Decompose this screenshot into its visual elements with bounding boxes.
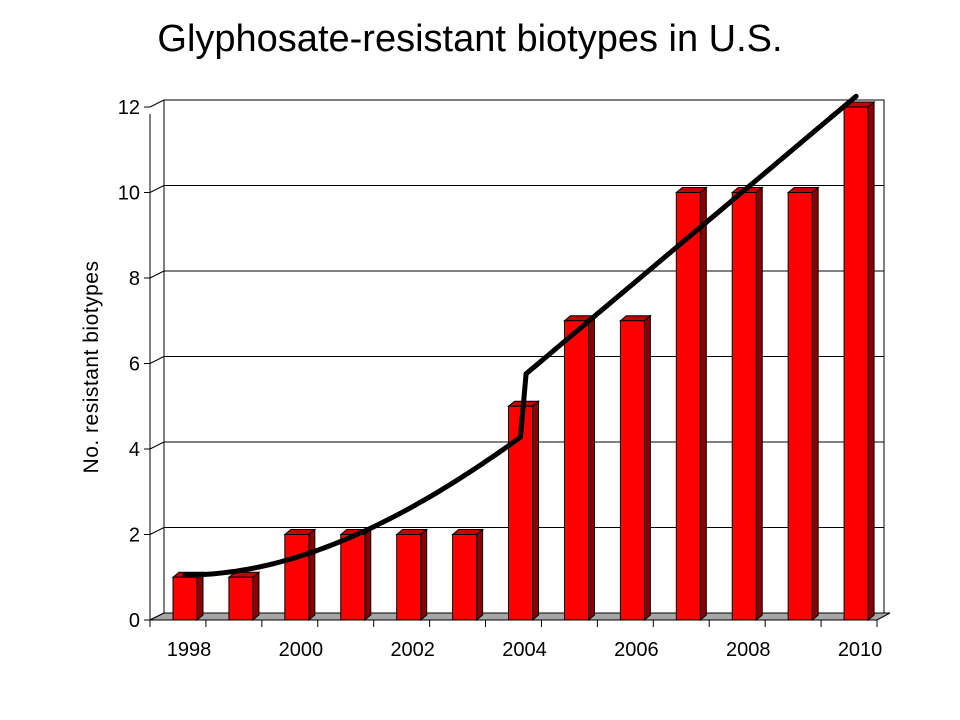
bar-2010 — [842, 100, 876, 622]
bar-front — [843, 106, 869, 621]
bar-side — [867, 100, 875, 622]
bar-side — [364, 528, 372, 622]
gridline-diagonal — [149, 527, 165, 535]
bar-side — [308, 528, 316, 622]
bar-side — [420, 528, 428, 622]
gridline-diagonal — [149, 441, 165, 450]
x-tick-label: 2004 — [502, 639, 547, 661]
bars — [171, 100, 876, 622]
bar-side — [532, 400, 540, 622]
bar-front — [675, 192, 701, 621]
bar-2006 — [619, 314, 652, 622]
bar-side — [476, 528, 484, 622]
trend-line — [182, 93, 859, 578]
bar-top — [619, 315, 652, 322]
gridline-diagonal — [149, 356, 165, 364]
bar-top — [674, 187, 708, 193]
bar-1999 — [227, 571, 261, 622]
y-tick-label: 2 — [129, 525, 140, 547]
y-tick-label: 6 — [129, 354, 140, 376]
gridline-diagonal — [149, 270, 165, 279]
bar-top — [395, 529, 429, 535]
bar-2009 — [786, 186, 820, 622]
bar-front — [787, 192, 813, 621]
bar-side — [755, 186, 763, 622]
y-tick-label: 12 — [118, 97, 140, 119]
bar-front — [284, 534, 310, 621]
chart-title: Glyphosate-resistant biotypes in U.S. — [157, 18, 783, 60]
bar-side — [699, 186, 707, 622]
y-tick-labels: 0 2 4 6 8 10 12 — [118, 97, 140, 632]
bar-front — [563, 320, 589, 621]
bar-top — [786, 187, 820, 193]
bar-side — [196, 571, 204, 622]
x-tick-label: 2010 — [838, 639, 883, 661]
bar-2005 — [563, 314, 596, 622]
x-tick-label: 1998 — [167, 639, 212, 661]
bar-2008 — [730, 186, 764, 622]
bar-2002 — [395, 528, 429, 622]
bar-top — [283, 529, 317, 535]
bar-front — [228, 576, 254, 621]
bar-front — [172, 576, 198, 621]
bar-2004 — [507, 400, 540, 622]
trend-line-group — [182, 93, 859, 578]
bar-top — [451, 529, 484, 535]
bar-1998 — [171, 571, 205, 622]
x-tick-label: 2000 — [279, 639, 324, 661]
bar-front — [619, 320, 645, 621]
bar-side — [587, 314, 595, 622]
y-tick-label: 8 — [129, 268, 140, 290]
x-tick-label: 2006 — [614, 639, 659, 661]
bar-2003 — [451, 528, 484, 622]
bar-2007 — [674, 186, 708, 622]
gridline-diagonal — [149, 99, 165, 108]
bar-side — [252, 571, 260, 622]
y-tick-label: 10 — [118, 183, 140, 205]
bar-front — [731, 192, 757, 621]
x-tick-labels: 1998 2000 2002 2004 2006 2008 2010 — [167, 639, 883, 661]
y-tick-label: 0 — [129, 610, 140, 632]
bar-side — [643, 314, 651, 622]
x-tick-label: 2002 — [390, 639, 435, 661]
y-axis-label: No. resistant biotypes — [80, 261, 103, 474]
bar-front — [396, 534, 422, 621]
gridline-diagonal — [149, 185, 165, 193]
x-tick-label: 2008 — [726, 639, 771, 661]
bar-front — [452, 534, 478, 621]
axes — [144, 106, 878, 627]
bar-2000 — [283, 528, 317, 622]
bar-side — [811, 186, 819, 622]
bar-front — [340, 534, 366, 621]
y-tick-label: 4 — [129, 439, 140, 461]
bar-2001 — [339, 528, 373, 622]
